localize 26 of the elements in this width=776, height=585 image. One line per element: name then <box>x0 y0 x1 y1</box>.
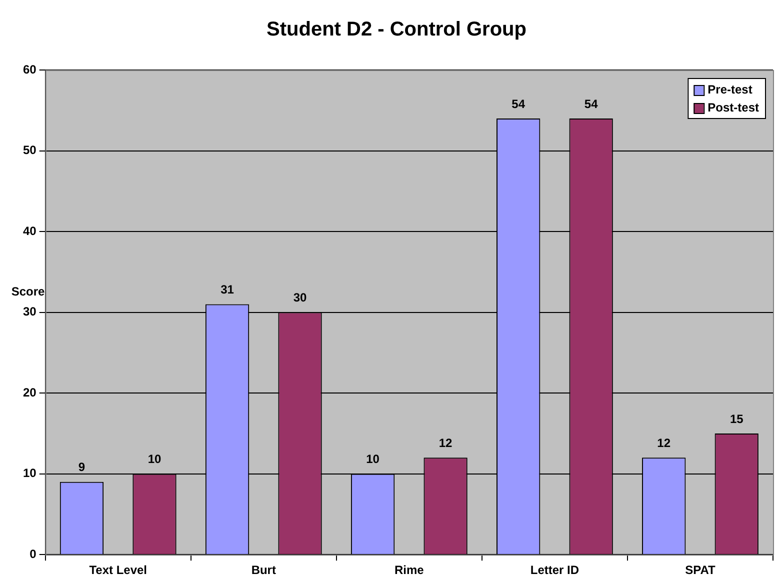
legend-label: Post-test <box>708 100 760 114</box>
y-tick-label: 30 <box>22 304 37 319</box>
data-label: 54 <box>512 96 526 111</box>
y-tick-label: 40 <box>22 224 37 238</box>
data-label: 30 <box>293 290 308 305</box>
data-label: 12 <box>657 436 671 450</box>
y-tick-label: 10 <box>22 466 37 480</box>
data-label: 54 <box>584 96 598 111</box>
data-label: 10 <box>366 452 380 466</box>
chart-title: Student D2 - Control Group <box>266 18 526 41</box>
y-tick-label: 60 <box>22 62 37 76</box>
data-label: 12 <box>438 436 453 450</box>
x-tick-label: Rime <box>394 563 424 578</box>
x-tick-label: Text Level <box>89 563 148 578</box>
x-tick-label: Letter ID <box>530 563 580 578</box>
y-tick-label: 20 <box>22 385 37 400</box>
y-axis-title: Score <box>11 284 45 299</box>
x-tick-label: Burt <box>251 563 276 578</box>
data-label: 9 <box>78 460 86 474</box>
data-label: 15 <box>730 412 744 426</box>
data-label: 31 <box>220 282 234 297</box>
x-tick-label: SPAT <box>685 563 716 578</box>
y-tick-label: 0 <box>30 546 37 561</box>
legend-label: Pre-test <box>708 82 752 96</box>
y-tick-label: 50 <box>22 143 37 158</box>
data-label: 10 <box>148 452 162 466</box>
